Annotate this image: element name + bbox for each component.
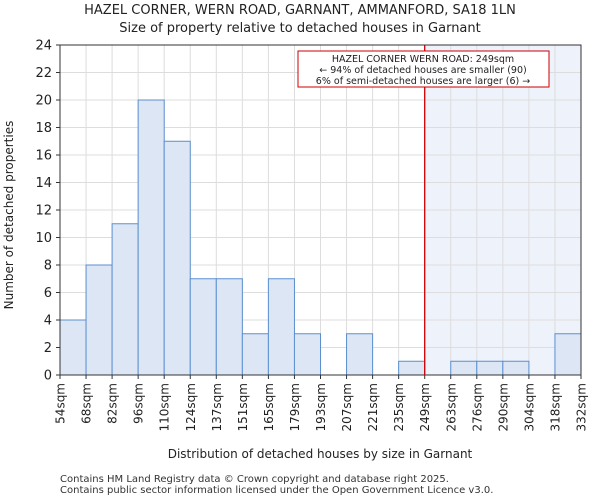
x-tick-label: 332sqm (575, 383, 589, 431)
bar (476, 360, 504, 376)
chart-title: HAZEL CORNER, WERN ROAD, GARNANT, AMMANF… (84, 3, 516, 18)
x-tick-label: 221sqm (366, 383, 380, 431)
bar (59, 319, 87, 376)
bar (346, 333, 374, 376)
x-tick-label: 207sqm (340, 383, 354, 431)
annotation-box: HAZEL CORNER WERN ROAD: 249sqm ← 94% of … (297, 50, 550, 88)
y-tick-label: 6 (44, 286, 52, 301)
y-tick-label: 2 (44, 341, 52, 356)
x-tick-label: 290sqm (496, 383, 510, 431)
bar (111, 223, 139, 376)
y-tick-label: 8 (44, 259, 52, 274)
bar (554, 333, 582, 376)
chart-subtitle: Size of property relative to detached ho… (119, 21, 481, 36)
x-tick-label: 124sqm (184, 383, 198, 431)
footer-line-2: Contains public sector information licen… (60, 485, 494, 496)
x-tick-label: 235sqm (392, 383, 406, 431)
bar (163, 140, 191, 376)
y-tick-label: 22 (35, 66, 52, 81)
y-tick-label: 20 (35, 94, 52, 109)
footer-line-1: Contains HM Land Registry data © Crown c… (60, 474, 449, 485)
x-tick-label: 304sqm (522, 383, 536, 431)
bar (293, 333, 322, 376)
x-tick-label: 165sqm (262, 383, 276, 431)
x-tick-label: 318sqm (548, 383, 562, 431)
x-tick-label: 249sqm (418, 383, 432, 431)
x-tick-label: 151sqm (236, 383, 250, 431)
x-tick-label: 276sqm (470, 383, 484, 431)
bar (189, 278, 217, 376)
bar (267, 278, 295, 376)
y-tick-label: 18 (35, 121, 52, 136)
annotation-line-3: 6% of semi-detached houses are larger (6… (316, 76, 530, 87)
y-tick-label: 12 (35, 204, 52, 219)
x-tick-label: 179sqm (288, 383, 302, 431)
bar (241, 333, 269, 376)
y-tick-label: 14 (35, 176, 52, 191)
y-tick-label: 0 (44, 369, 52, 384)
x-tick-label: 82sqm (106, 383, 120, 424)
bar (85, 264, 113, 376)
annotation-line-1: HAZEL CORNER WERN ROAD: 249sqm (332, 54, 514, 65)
x-tick-label: 193sqm (314, 383, 328, 431)
x-tick-label: 54sqm (54, 383, 68, 424)
x-tick-label: 96sqm (132, 383, 146, 424)
bar (450, 360, 478, 376)
x-tick-label: 68sqm (80, 383, 94, 424)
y-axis-label: Number of detached properties (2, 121, 16, 310)
x-tick-label: 137sqm (210, 383, 224, 431)
x-axis-label: Distribution of detached houses by size … (168, 447, 473, 461)
x-tick-label: 263sqm (444, 383, 458, 431)
y-tick-label: 4 (44, 314, 52, 329)
y-tick-label: 10 (35, 231, 52, 246)
bar (398, 360, 426, 376)
bar (502, 360, 530, 376)
y-tick-label: 16 (35, 149, 52, 164)
annotation-line-2: ← 94% of detached houses are smaller (90… (319, 65, 526, 76)
x-tick-label: 110sqm (158, 383, 172, 431)
y-tick-label: 24 (35, 39, 52, 54)
bar (215, 278, 243, 376)
bar (137, 99, 165, 376)
